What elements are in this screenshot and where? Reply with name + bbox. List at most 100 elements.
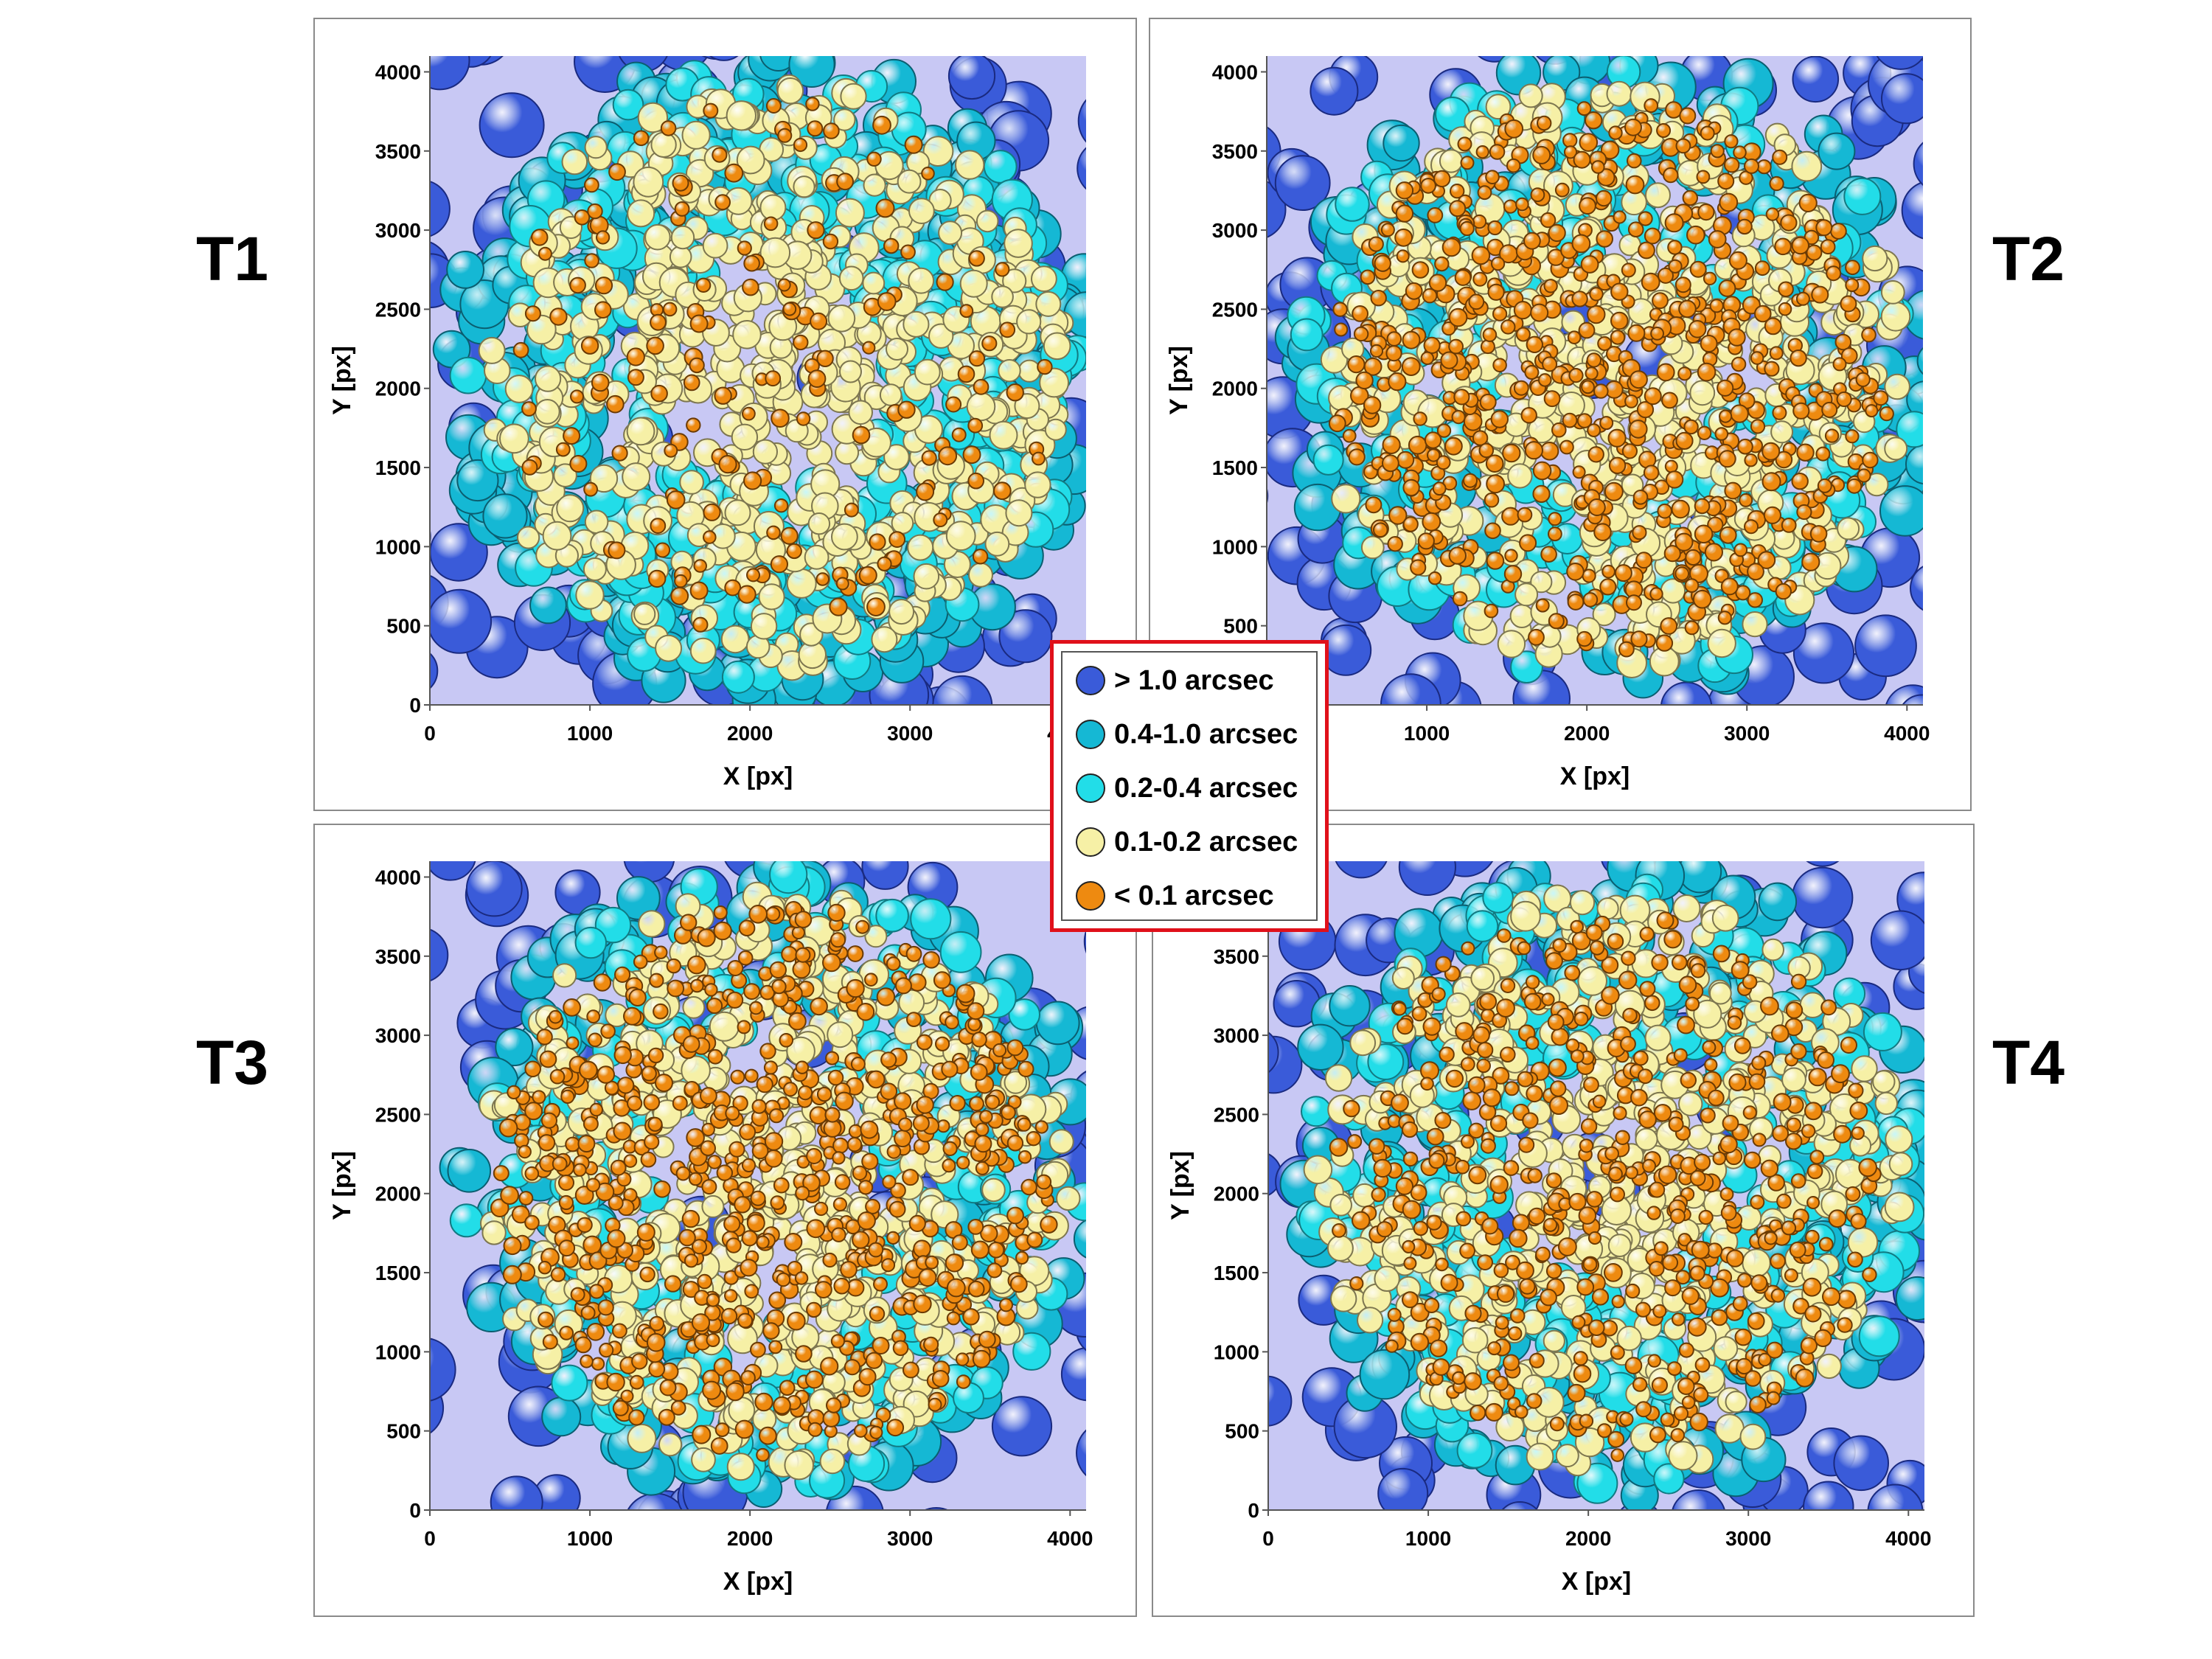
- bubble-0-1-0-2: [1048, 1129, 1074, 1155]
- bubble-lt-0-1: [898, 1117, 913, 1132]
- bubble-lt-0-1: [1608, 456, 1627, 474]
- bubble-lt-0-1: [1728, 328, 1746, 347]
- bubble-lt-0-1: [502, 1265, 522, 1284]
- bubble-0-2-0-4: [910, 898, 952, 940]
- bubble-lt-0-1: [1599, 578, 1617, 596]
- bubble-lt-0-1: [916, 482, 935, 501]
- bubble-lt-0-1: [938, 446, 958, 466]
- bubble-0-1-0-2: [584, 136, 608, 159]
- bubble-lt-0-1: [1685, 549, 1702, 566]
- bubble-gt-1: [1782, 0, 1835, 31]
- bubble-lt-0-1: [580, 336, 599, 355]
- bubble-lt-0-1: [650, 384, 668, 403]
- bubble-lt-0-1: [807, 221, 825, 240]
- bubble-lt-0-1: [831, 1227, 846, 1242]
- y-tick-label: 1000: [375, 535, 421, 558]
- bubble-lt-0-1: [1731, 356, 1747, 372]
- bubble-lt-0-1: [1820, 239, 1836, 255]
- bubble-lt-0-1: [1401, 357, 1421, 377]
- bubble-lt-0-1: [1463, 412, 1483, 431]
- bubble-lt-0-1: [788, 1012, 807, 1031]
- bubble-0-1-0-2: [862, 271, 886, 295]
- bubble-lt-0-1: [1644, 98, 1659, 114]
- bubble-lt-0-1: [1627, 221, 1644, 238]
- bubble-0-1-0-2: [914, 358, 941, 386]
- bubble-lt-0-1: [1621, 262, 1636, 278]
- y-tick-label: 0: [409, 1499, 421, 1522]
- y-tick-label: 4000: [1212, 60, 1258, 83]
- bubble-lt-0-1: [627, 1095, 643, 1112]
- bubble-lt-0-1: [1596, 230, 1613, 248]
- bubble-0-1-0-2: [750, 613, 778, 640]
- bubble-lt-0-1: [987, 1262, 1003, 1279]
- bubble-gt-1: [1948, 383, 1992, 428]
- bubble-lt-0-1: [596, 230, 611, 245]
- bubble-lt-0-1: [766, 525, 781, 540]
- bubble-lt-0-1: [1675, 431, 1694, 451]
- bubble-lt-0-1: [787, 1261, 803, 1276]
- bubble-lt-0-1: [1629, 420, 1648, 439]
- bubble-lt-0-1: [1540, 546, 1557, 563]
- bubble-lt-0-1: [1817, 478, 1832, 493]
- bubble-0-1-0-2: [542, 521, 572, 551]
- bubble-lt-0-1: [582, 1235, 602, 1255]
- bubble-gt-1: [459, 56, 504, 66]
- bubble-lt-0-1: [1571, 234, 1591, 254]
- y-tick-label: 500: [386, 1420, 421, 1443]
- bubble-lt-0-1: [886, 956, 901, 971]
- bubble-lt-0-1: [1434, 256, 1450, 272]
- bubble-lt-0-1: [1879, 406, 1894, 422]
- bubble-lt-0-1: [860, 1120, 879, 1139]
- bubble-lt-0-1: [1532, 484, 1551, 504]
- bubble-0-1-0-2: [913, 563, 940, 590]
- bubble-lt-0-1: [1836, 391, 1852, 408]
- bubble-lt-0-1: [783, 1082, 798, 1097]
- bubble-lt-0-1: [796, 411, 811, 426]
- bubble-lt-0-1: [1719, 526, 1737, 544]
- bubble-layer-t2: [1267, 0, 1992, 705]
- bubble-0-1-0-2: [1439, 149, 1464, 173]
- bubble-lt-0-1: [701, 1122, 715, 1137]
- bubble-lt-0-1: [1678, 299, 1697, 319]
- bubble-0-1-0-2: [731, 423, 759, 451]
- bubble-0-2-0-4: [983, 150, 1018, 184]
- bubble-0-1-0-2: [1791, 150, 1823, 182]
- bubble-lt-0-1: [563, 998, 581, 1017]
- bubble-lt-0-1: [713, 921, 732, 941]
- bubble-gt-1: [313, 992, 364, 1044]
- bubble-gt-1: [1094, 1099, 1146, 1150]
- bubble-lt-0-1: [967, 1280, 985, 1298]
- bubble-lt-0-1: [655, 1074, 673, 1093]
- bubble-0-1-0-2: [682, 996, 706, 1019]
- bubble-lt-0-1: [765, 370, 782, 387]
- bubble-lt-0-1: [692, 1425, 712, 1444]
- bubble-lt-0-1: [670, 1400, 686, 1416]
- bubble-gt-1: [754, 1609, 801, 1656]
- bubble-lt-0-1: [648, 569, 667, 588]
- bubble-lt-0-1: [648, 1360, 666, 1378]
- bubble-lt-0-1: [1562, 412, 1578, 428]
- bubble-lt-0-1: [639, 1266, 655, 1283]
- bubble-0-4-1-0: [616, 876, 661, 920]
- bubble-lt-0-1: [589, 1102, 603, 1117]
- bubble-lt-0-1: [649, 973, 664, 988]
- bubble-gt-1: [1085, 265, 1086, 282]
- bubble-0-1-0-2: [589, 464, 619, 493]
- bubble-lt-0-1: [791, 925, 806, 940]
- bubble-gt-1: [479, 92, 545, 159]
- bubble-lt-0-1: [916, 1096, 934, 1114]
- bubble-0-1-0-2: [1884, 373, 1910, 400]
- bubble-lt-0-1: [1704, 543, 1723, 562]
- bubble-lt-0-1: [1656, 363, 1675, 382]
- bubble-lt-0-1: [759, 1043, 776, 1060]
- bubble-lt-0-1: [1815, 219, 1833, 237]
- bubble-gt-1: [753, 0, 812, 29]
- bubble-lt-0-1: [832, 1137, 849, 1154]
- bubble-gt-1: [947, 56, 996, 100]
- bubble-lt-0-1: [1576, 630, 1593, 647]
- bubble-lt-0-1: [511, 1205, 530, 1224]
- bubble-lt-0-1: [1601, 564, 1615, 579]
- bubble-lt-0-1: [1408, 435, 1427, 455]
- bubble-lt-0-1: [569, 276, 586, 294]
- bubble-lt-0-1: [786, 543, 802, 560]
